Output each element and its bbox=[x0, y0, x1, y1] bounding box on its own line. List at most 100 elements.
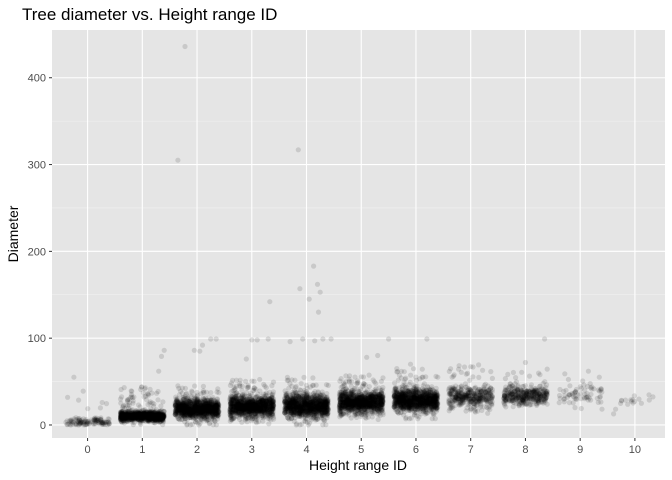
data-point bbox=[131, 416, 137, 422]
minor-gridlines bbox=[52, 120, 665, 382]
data-point bbox=[160, 412, 167, 418]
data-point bbox=[141, 414, 147, 420]
data-point bbox=[130, 410, 136, 417]
data-point bbox=[147, 413, 153, 419]
data-point bbox=[130, 415, 136, 421]
data-point bbox=[177, 388, 184, 394]
data-point bbox=[189, 388, 195, 394]
data-point bbox=[151, 412, 157, 418]
data-point bbox=[121, 416, 127, 422]
data-point bbox=[141, 412, 147, 418]
data-point bbox=[147, 411, 154, 417]
data-point bbox=[202, 401, 208, 407]
data-point bbox=[145, 415, 151, 421]
data-point bbox=[149, 400, 155, 406]
data-point bbox=[95, 417, 101, 423]
data-point bbox=[126, 410, 132, 416]
data-point bbox=[152, 414, 158, 420]
data-point bbox=[98, 416, 104, 422]
data-point bbox=[129, 416, 135, 422]
data-point bbox=[146, 413, 152, 420]
data-point bbox=[142, 413, 148, 419]
data-point bbox=[75, 416, 81, 422]
data-point bbox=[123, 412, 130, 418]
data-point bbox=[145, 411, 151, 417]
data-point bbox=[138, 412, 144, 418]
data-point bbox=[156, 417, 162, 423]
data-point bbox=[77, 418, 83, 424]
data-point bbox=[69, 420, 75, 426]
data-point bbox=[80, 416, 87, 422]
data-point bbox=[119, 413, 125, 419]
data-point bbox=[137, 412, 143, 418]
data-point bbox=[119, 409, 125, 415]
data-point bbox=[128, 388, 134, 394]
data-point bbox=[176, 416, 182, 422]
data-point bbox=[130, 414, 136, 420]
data-point bbox=[85, 406, 91, 412]
data-point bbox=[138, 413, 144, 419]
data-point bbox=[153, 415, 159, 421]
data-point bbox=[93, 417, 99, 423]
data-point bbox=[299, 405, 305, 411]
data-point bbox=[139, 414, 145, 420]
data-point bbox=[105, 416, 111, 422]
data-point bbox=[240, 394, 247, 400]
data-points bbox=[63, 43, 656, 428]
data-point bbox=[139, 413, 145, 419]
data-point bbox=[130, 413, 136, 419]
data-point bbox=[270, 399, 276, 405]
data-point bbox=[182, 399, 188, 405]
data-point bbox=[125, 411, 131, 417]
data-point bbox=[180, 404, 186, 410]
data-point bbox=[157, 412, 163, 418]
data-point bbox=[118, 413, 125, 419]
data-point bbox=[155, 410, 161, 416]
data-point bbox=[312, 398, 318, 404]
data-point bbox=[151, 409, 157, 415]
data-point bbox=[156, 414, 162, 420]
data-point bbox=[121, 416, 127, 423]
data-point bbox=[194, 389, 200, 396]
data-point bbox=[360, 374, 367, 380]
data-point bbox=[149, 390, 155, 396]
data-point bbox=[230, 401, 236, 407]
data-point bbox=[158, 413, 164, 419]
data-point bbox=[126, 413, 132, 419]
data-point bbox=[68, 418, 74, 424]
data-point bbox=[120, 411, 126, 417]
data-point bbox=[119, 410, 125, 416]
data-point bbox=[154, 412, 160, 418]
data-point bbox=[151, 416, 157, 422]
data-point bbox=[242, 417, 248, 423]
data-point bbox=[148, 415, 154, 421]
data-point bbox=[123, 418, 129, 424]
data-point bbox=[228, 396, 234, 402]
data-point bbox=[142, 410, 148, 417]
data-point bbox=[133, 416, 139, 422]
data-point bbox=[321, 410, 327, 416]
data-point bbox=[257, 376, 263, 383]
data-point bbox=[132, 414, 138, 420]
data-point bbox=[129, 414, 135, 421]
data-point bbox=[99, 399, 105, 406]
data-point bbox=[140, 415, 146, 421]
data-point bbox=[135, 411, 141, 417]
data-point bbox=[139, 414, 145, 420]
data-point bbox=[120, 417, 126, 424]
data-point bbox=[194, 411, 200, 417]
data-point bbox=[154, 416, 160, 422]
data-point bbox=[64, 418, 70, 424]
data-point bbox=[76, 417, 82, 423]
data-point bbox=[122, 415, 128, 422]
data-point bbox=[233, 394, 239, 400]
data-point bbox=[91, 415, 97, 421]
data-point bbox=[135, 402, 142, 408]
data-point bbox=[286, 385, 292, 391]
data-point bbox=[129, 409, 135, 415]
data-point bbox=[299, 395, 305, 401]
data-point bbox=[137, 413, 143, 419]
data-point bbox=[121, 413, 127, 419]
data-point bbox=[265, 397, 271, 403]
data-point bbox=[129, 388, 135, 394]
